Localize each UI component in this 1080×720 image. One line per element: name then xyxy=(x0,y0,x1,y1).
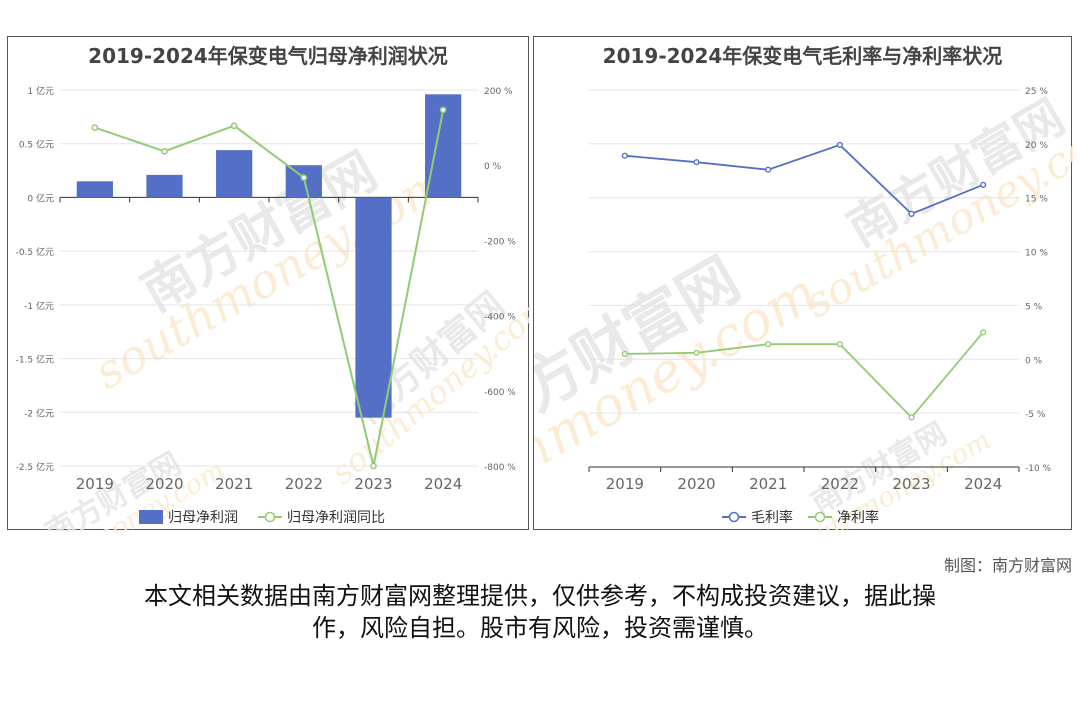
right-axis-tick-label: -200 % xyxy=(484,237,516,247)
x-axis-label-2022: 2022 xyxy=(285,475,323,493)
x-axis-label-2021: 2021 xyxy=(215,475,253,493)
right-axis-tick-label: 20 % xyxy=(1025,141,1048,151)
legend-line-label: 归母净利润同比 xyxy=(287,509,385,526)
x-axis-label-2022: 2022 xyxy=(821,475,859,493)
left-axis-tick-label: -2.5 亿元 xyxy=(16,461,54,473)
right-axis-tick-label: 10 % xyxy=(1025,249,1048,259)
left-axis-tick-label: -1.5 亿元 xyxy=(16,354,54,366)
x-axis-label-2020: 2020 xyxy=(145,475,183,493)
right-axis-tick-label: -5 % xyxy=(1025,410,1046,420)
series-2-point-2020 xyxy=(693,349,700,356)
yoy-point-2022 xyxy=(300,174,308,181)
series-2-point-2019 xyxy=(621,350,628,358)
x-axis-label-2023: 2023 xyxy=(892,475,930,493)
net-profit-chart-title: 2019-2024年保变电气归母净利润状况 xyxy=(88,44,448,68)
x-axis-label-2023: 2023 xyxy=(354,475,392,493)
right-axis-tick-label: 25 % xyxy=(1025,87,1048,97)
left-axis-tick-label: -1 亿元 xyxy=(24,300,54,312)
legend-bar-label: 归母净利润 xyxy=(168,509,238,526)
yoy-point-2024 xyxy=(439,106,447,114)
legend-gross-marker xyxy=(728,511,740,523)
series-1-point-2019 xyxy=(621,152,628,159)
margin-chart-title: 2019-2024年保变电气毛利率与净利率状况 xyxy=(602,44,1003,68)
x-axis-label-2024: 2024 xyxy=(424,475,462,493)
right-axis-tick-label: 0 % xyxy=(484,162,502,172)
right-axis-tick-label: -800 % xyxy=(484,463,516,473)
series-1-point-2020 xyxy=(693,159,700,166)
yoy-point-2021 xyxy=(230,122,238,130)
left-axis-tick-label: 0 亿元 xyxy=(27,192,54,204)
margin-chart-panel: 南方财富网 southmoney.com 南方财富网 southmoney.com 南方… xyxy=(533,36,1073,531)
margin-chart: 南方财富网southmoney.com南方财富网southmoney.com南方… xyxy=(534,87,1073,531)
left-axis-tick-label: 0.5 亿元 xyxy=(19,139,54,151)
legend-line-marker xyxy=(264,511,276,523)
left-axis-tick-label: -0.5 亿元 xyxy=(16,246,54,258)
series-2-point-2022 xyxy=(836,341,843,348)
x-axis-label-2019: 2019 xyxy=(606,475,644,493)
bar-2020 xyxy=(146,174,183,198)
right-axis-tick-label: -600 % xyxy=(484,388,516,398)
bar-2019 xyxy=(76,181,113,198)
series-line-2 xyxy=(624,331,984,419)
x-axis-label-2020: 2020 xyxy=(677,475,715,493)
x-axis-label-2021: 2021 xyxy=(749,475,787,493)
right-axis-tick-label: -400 % xyxy=(484,313,516,323)
left-axis-tick-label: -2 亿元 xyxy=(24,407,54,419)
series-2-point-2023 xyxy=(908,414,915,421)
disclaimer: 本文相关数据由南方财富网整理提供，仅供参考，不构成投资建议，据此操 作，风险自担… xyxy=(60,580,1020,644)
legend-net-label: 净利率 xyxy=(837,509,879,526)
right-axis-tick-label: -10 % xyxy=(1025,464,1052,474)
yoy-point-2019 xyxy=(91,124,99,131)
disclaimer-line-2: 作，风险自担。股市有风险，投资需谨慎。 xyxy=(312,614,768,642)
series-2-point-2024 xyxy=(980,329,987,336)
right-axis-tick-label: 0 % xyxy=(1025,356,1043,366)
yoy-line xyxy=(94,109,445,467)
net-profit-chart-panel: 南方财富网 southmoney.com 南方财富网 southmoney.com 南方… xyxy=(7,36,530,531)
legend-net-marker xyxy=(814,511,826,523)
series-line-1 xyxy=(624,143,984,215)
x-axis-label-2024: 2024 xyxy=(964,475,1002,493)
series-1-point-2023 xyxy=(908,210,915,217)
legend-gross-label: 毛利率 xyxy=(751,509,793,526)
right-axis-tick-label: 15 % xyxy=(1025,195,1048,205)
disclaimer-line-1: 本文相关数据由南方财富网整理提供，仅供参考，不构成投资建议，据此操 xyxy=(144,582,936,610)
series-1-point-2022 xyxy=(836,141,843,149)
right-axis-tick-label: 200 % xyxy=(484,87,513,97)
left-axis-tick-label: 1 亿元 xyxy=(27,85,54,97)
chart-credit: 制图：南方财富网 xyxy=(943,556,1072,575)
x-axis-label-2019: 2019 xyxy=(76,475,114,493)
series-1-point-2024 xyxy=(980,181,987,188)
series-2-point-2021 xyxy=(765,341,772,348)
series-1-point-2021 xyxy=(765,166,772,173)
legend-bar-swatch xyxy=(139,510,163,524)
bar-2023 xyxy=(355,197,392,418)
bar-2021 xyxy=(216,150,253,198)
yoy-point-2023 xyxy=(370,462,377,470)
yoy-point-2020 xyxy=(161,147,168,155)
right-axis-tick-label: 5 % xyxy=(1025,302,1043,312)
net-profit-chart: 南方财富网southmoney.com南方财富网southmoney.com南方… xyxy=(16,85,530,531)
